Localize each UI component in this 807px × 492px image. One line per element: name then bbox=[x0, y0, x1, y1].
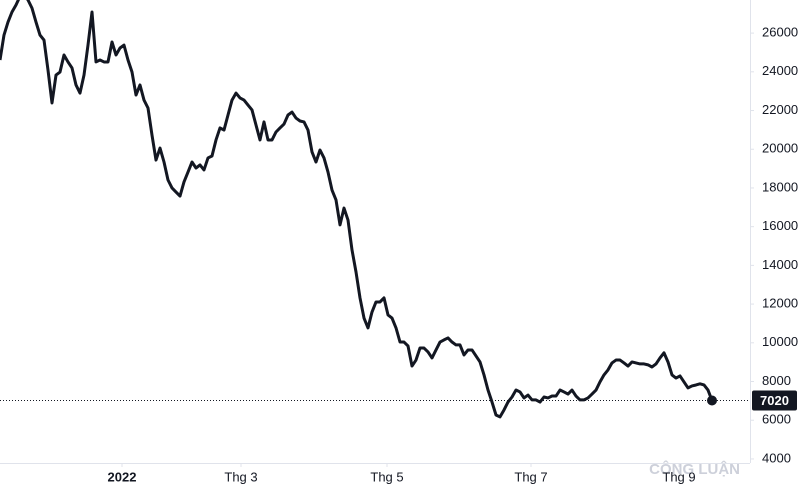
y-tick-label: 16000 bbox=[762, 218, 798, 233]
y-tick-label: 10000 bbox=[762, 334, 798, 349]
y-tick-label: 14000 bbox=[762, 257, 798, 272]
y-tick-label: 6000 bbox=[762, 412, 791, 427]
x-tick-label: 2022 bbox=[108, 469, 137, 484]
y-tick-label: 24000 bbox=[762, 63, 798, 78]
y-tick-label: 12000 bbox=[762, 296, 798, 311]
plot-area bbox=[0, 0, 714, 419]
y-tick-label: 20000 bbox=[762, 141, 798, 156]
price-tag-label: 7020 bbox=[760, 393, 789, 408]
x-tick-label: Thg 5 bbox=[370, 469, 403, 484]
price-line bbox=[0, 0, 714, 419]
y-tick-label: 26000 bbox=[762, 25, 798, 40]
y-tick-label: 18000 bbox=[762, 179, 798, 194]
x-tick-label: Thg 7 bbox=[514, 469, 547, 484]
watermark: CÔNG LUẬN bbox=[649, 460, 740, 478]
last-point bbox=[707, 395, 717, 406]
y-tick-label: 4000 bbox=[762, 450, 791, 465]
price-tag bbox=[752, 390, 797, 411]
y-tick-label: 22000 bbox=[762, 102, 798, 117]
x-tick-label: Thg 9 bbox=[662, 469, 695, 484]
y-tick-label: 8000 bbox=[762, 373, 791, 388]
x-tick-label: Thg 3 bbox=[224, 469, 257, 484]
